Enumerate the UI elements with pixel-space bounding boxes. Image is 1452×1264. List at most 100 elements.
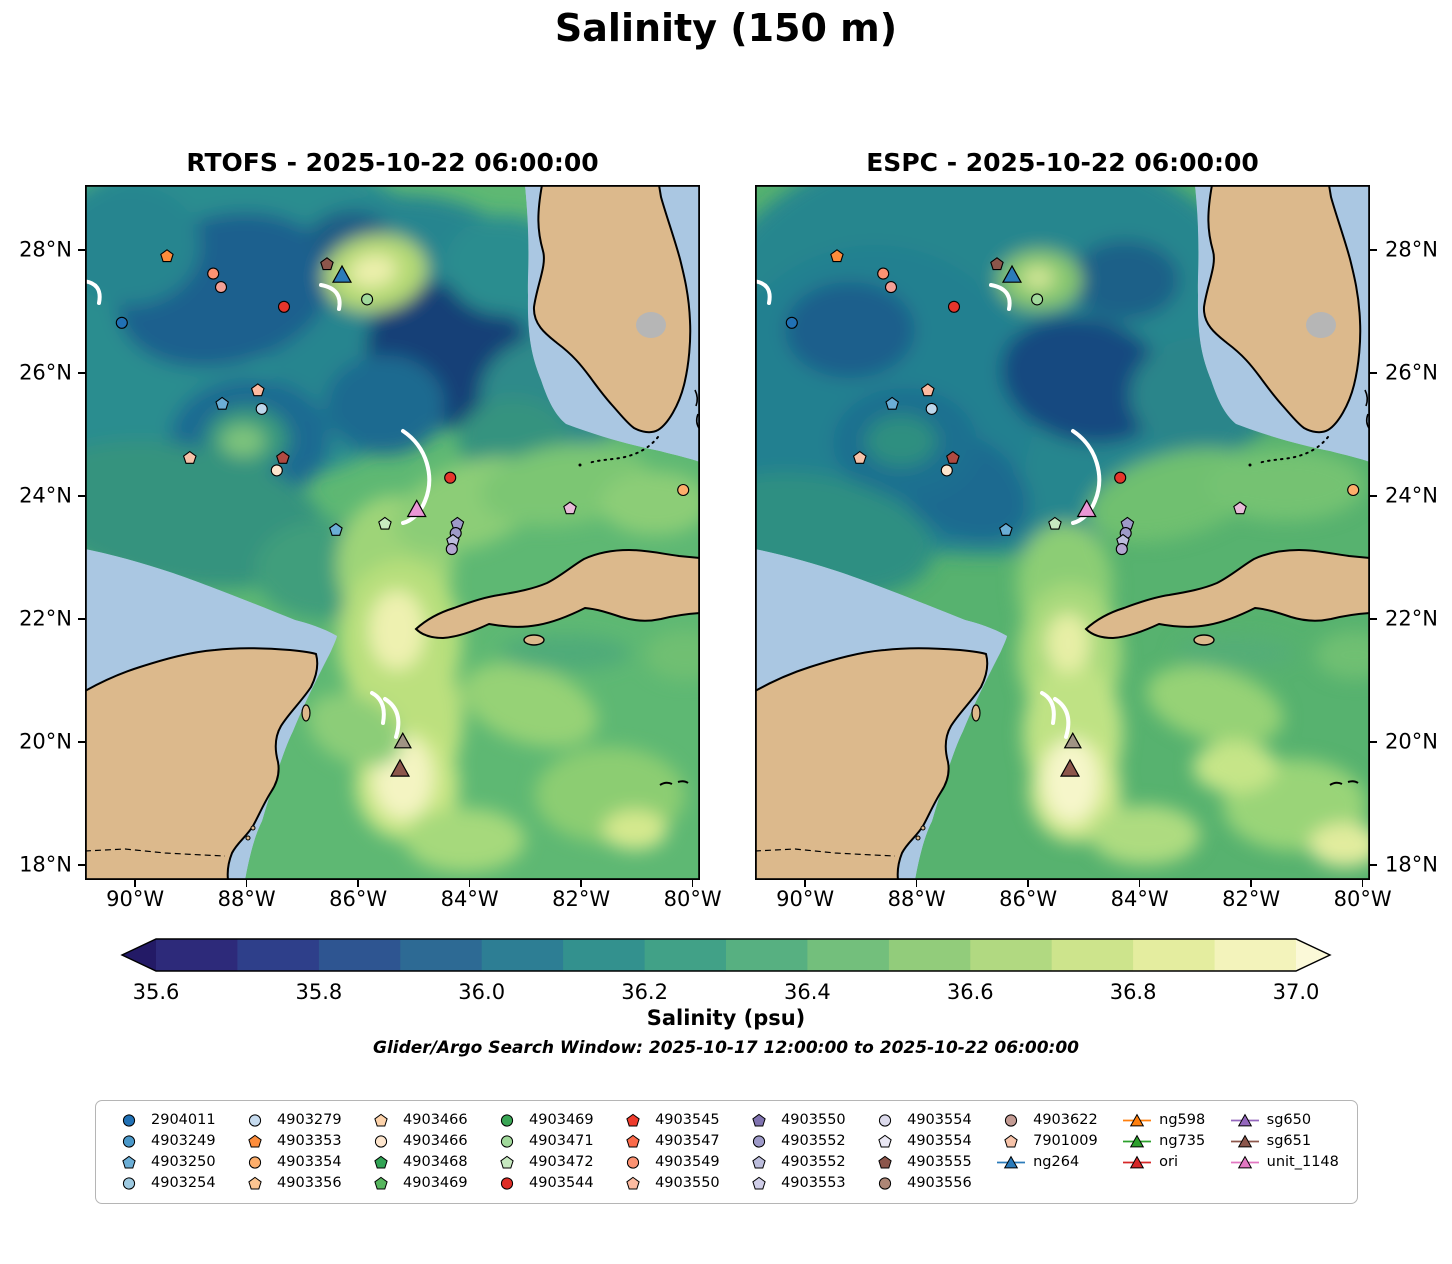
land [755,185,1370,880]
pentagon-icon [492,1154,522,1171]
legend-label: ng598 [1159,1112,1206,1128]
map-canvas-rtofs [85,185,700,880]
legend-item: 4903554 [870,1110,972,1131]
legend-label: 4903468 [403,1154,468,1170]
legend-label: ori [1159,1154,1178,1170]
float-marker [925,402,938,415]
legend-label: 4903550 [655,1175,720,1191]
x-tick [691,880,694,887]
pentagon-icon [366,1175,396,1192]
legend-item: 4903547 [618,1131,720,1152]
legend-label: 4903466 [403,1112,468,1128]
legend-item: 4903254 [114,1173,216,1194]
float-marker [250,383,265,397]
glider-tracks [755,279,1102,739]
legend-label: 4903545 [655,1112,720,1128]
legend-item: 4903552 [744,1131,846,1152]
legend-item: 4903556 [870,1173,972,1194]
legend-item: 4903471 [492,1131,594,1152]
legend-label: 4903472 [529,1154,594,1170]
legend-item: 4903466 [366,1131,468,1152]
float-marker [329,522,343,536]
circle-icon [114,1175,144,1192]
legend-label: 4903469 [529,1112,594,1128]
float-marker [361,293,374,306]
float-marker [207,267,220,280]
y-tick [78,864,85,866]
float-marker [320,257,334,271]
x-tick-label: 80°W [1333,887,1392,911]
circle-icon [996,1112,1026,1129]
x-tick [1027,880,1029,887]
legend-label: sg650 [1266,1112,1312,1128]
yucatan-landmass [85,647,319,880]
circle-icon [492,1175,522,1192]
y-tick-label: 24°N [19,483,72,508]
glider-marker [1059,758,1081,777]
y-tick-label: 18°N [1385,852,1438,877]
pentagon-icon [366,1154,396,1171]
glider-marker [393,731,412,749]
axes-frame [755,185,1370,880]
lake-okeechobee [636,312,666,338]
float-marker [830,249,844,263]
legend-item: 4903622 [996,1110,1098,1131]
x-tick [915,880,918,887]
pentagon-icon [870,1154,900,1171]
float-marker [920,383,935,397]
legend-label: 4903556 [907,1175,972,1191]
float-marker [444,471,457,484]
x-tick-label: 86°W [329,887,388,911]
float-marker [277,300,291,313]
float-marker [270,464,283,477]
legend-label: 4903356 [277,1175,342,1191]
pentagon-icon [996,1133,1026,1150]
float-marker [1347,483,1360,497]
legend-item: 7901009 [996,1131,1098,1152]
y-tick-label: 28°N [19,237,72,262]
colorbar-tick-label: 36.6 [946,980,994,1004]
triangle-line-icon [1122,1154,1152,1171]
yucatan-landmass [755,647,989,880]
y-tick-label: 24°N [1385,483,1438,508]
legend-label: 4903250 [151,1154,216,1170]
legend-label: 4903471 [529,1133,594,1149]
y-tick [1370,372,1377,374]
legend-column: 4903466 4903466 4903468 4903469 [366,1110,468,1194]
float-marker [885,396,899,410]
legend-label: 4903354 [277,1154,342,1170]
cuba-landmass [1084,548,1370,640]
x-tick-label: 88°W [217,887,276,911]
map-panel-espc: ESPC - 2025-10-22 06:00:00 90°W 88°W 86°W 8… [755,148,1438,910]
y-tick [1370,741,1377,743]
legend-label: sg651 [1266,1133,1312,1149]
y-tick [78,741,85,743]
legend-column: 4903279 4903353 4903354 4903356 [240,1110,342,1194]
y-tick-label: 26°N [19,360,72,385]
legend-column: 4903469 4903471 4903472 4903544 [492,1110,594,1194]
triangle-line-icon [1122,1133,1152,1150]
legend-label: 4903466 [403,1133,468,1149]
float-marker [1048,516,1062,530]
legend-label: ng735 [1159,1133,1206,1149]
x-tick-label: 86°W [999,887,1058,911]
map-panel-rtofs: RTOFS - 2025-10-22 06:00:00 90°W 88°W 86°W… [19,148,722,910]
legend-column: 4903622 7901009 ng264 [996,1110,1098,1173]
float-marker [378,516,392,530]
float-marker [1115,543,1128,556]
legend-label: 2904011 [151,1112,216,1128]
legend-label: 4903249 [151,1133,216,1149]
florida-keys [588,436,659,464]
panel-title-rtofs: RTOFS - 2025-10-22 06:00:00 [186,148,599,177]
legend-label: 4903353 [277,1133,342,1149]
legend-label: 4903554 [907,1133,972,1149]
legend-item: 4903356 [240,1173,342,1194]
pentagon-icon [744,1112,774,1129]
circle-icon [240,1112,270,1129]
x-tick [1138,880,1141,887]
legend-item: 4903550 [744,1110,846,1131]
legend-item: 4903550 [618,1173,720,1194]
circle-icon [492,1133,522,1150]
glider-marker [331,264,353,283]
